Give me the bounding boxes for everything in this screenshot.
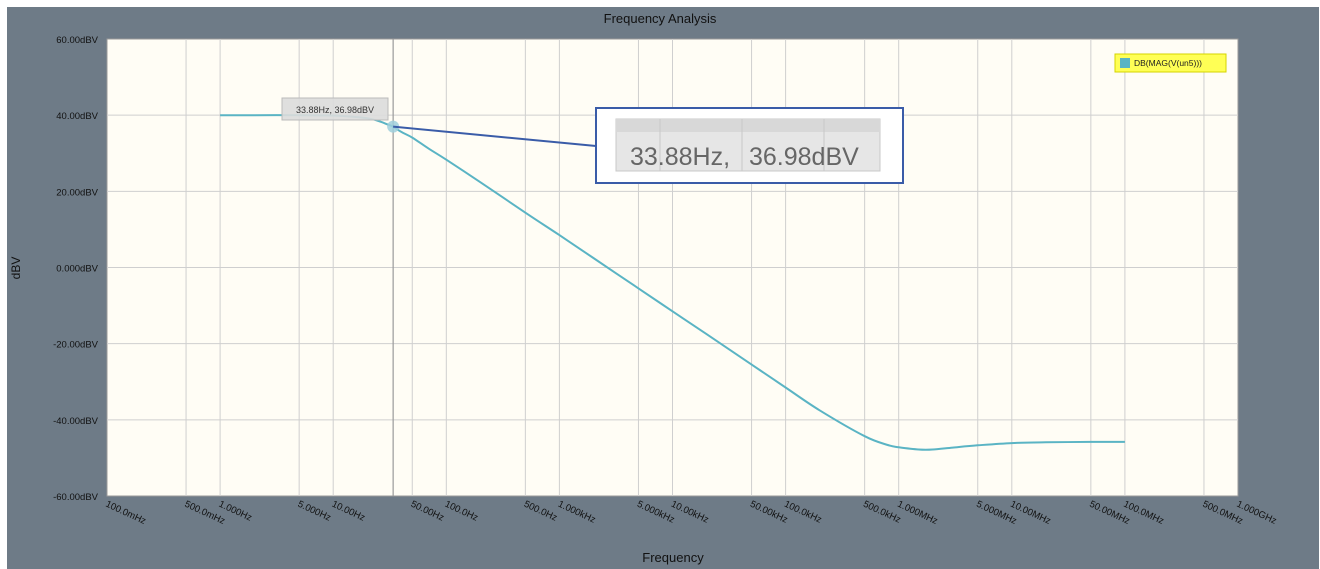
x-tick-label: 100.0Hz [443, 499, 480, 524]
cursor-tooltip-text: 33.88Hz, 36.98dBV [296, 105, 374, 115]
x-tick-label: 5.000kHz [635, 499, 676, 526]
zoom-callout-inner-top [616, 119, 880, 132]
zoom-callout: 33.88Hz, 36.98dBV [595, 107, 904, 184]
y-tick-label: 40.00dBV [56, 111, 98, 122]
y-tick-label: -20.00dBV [53, 340, 99, 351]
y-tick-label: 60.00dBV [56, 35, 98, 46]
zoom-callout-y-value: 36.98dBV [749, 143, 859, 171]
x-tick-label: 1.000MHz [895, 499, 939, 527]
x-tick-label: 50.00Hz [409, 499, 446, 524]
x-tick-label: 500.0Hz [522, 499, 559, 524]
x-axis-label: Frequency [642, 550, 704, 565]
y-tick-label: 0.000dBV [56, 264, 98, 275]
y-tick-labels: 60.00dBV 40.00dBV 20.00dBV 0.000dBV -20.00dB… [53, 35, 99, 503]
x-tick-label: 10.00Hz [330, 499, 367, 524]
y-tick-label: 20.00dBV [56, 187, 98, 198]
legend-label: DB(MAG(V(un5))) [1134, 58, 1202, 68]
legend-swatch [1120, 58, 1130, 68]
zoom-callout-x-value: 33.88Hz, [630, 143, 730, 171]
x-tick-label: 1.000kHz [556, 499, 597, 526]
y-tick-label: -40.00dBV [53, 416, 99, 427]
y-axis-label: dBV [9, 257, 23, 280]
legend-box [1114, 53, 1227, 73]
cursor-tooltip: 33.88Hz, 36.98dBV [281, 97, 389, 121]
x-tick-label: 10.00kHz [669, 499, 710, 526]
x-tick-label: 100.0kHz [782, 499, 823, 526]
chart-title: Frequency Analysis [604, 11, 717, 26]
legend[interactable]: DB(MAG(V(un5))) [1114, 53, 1227, 73]
x-tick-label: 50.00kHz [748, 499, 789, 526]
x-tick-label: 100.0mHz [104, 499, 148, 527]
callout-leader-line [393, 125, 597, 147]
cursor-tooltip-box [281, 97, 389, 121]
x-tick-label: 500.0kHz [861, 499, 902, 526]
x-tick-label: 5.000Hz [296, 499, 333, 524]
y-tick-label: -60.00dBV [53, 492, 99, 503]
